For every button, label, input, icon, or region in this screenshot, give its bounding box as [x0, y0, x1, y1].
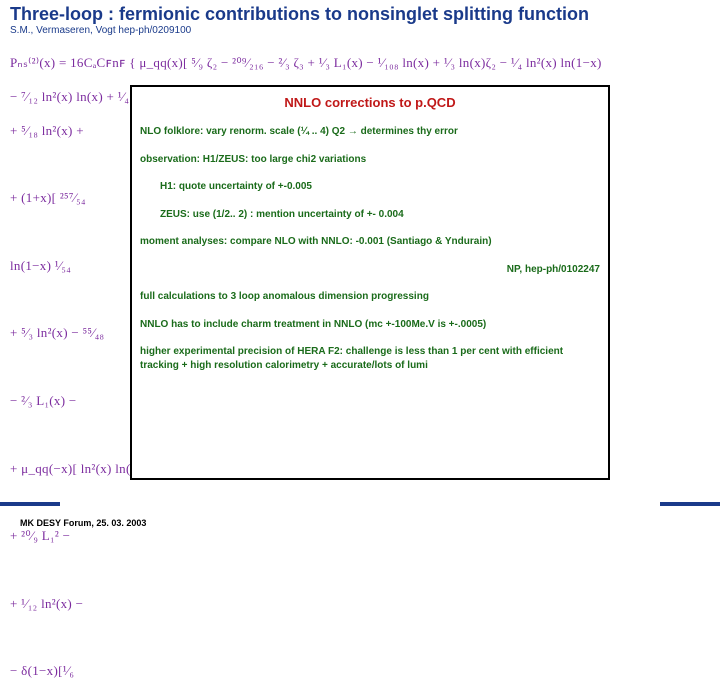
box-line: NP, hep-ph/0102247: [138, 256, 602, 284]
box-line: ZEUS: use (1/2.. 2) : mention uncertaint…: [138, 201, 602, 229]
box-line: full calculations to 3 loop anomalous di…: [138, 283, 602, 311]
box-line: observation: H1/ZEUS: too large chi2 var…: [138, 146, 602, 174]
formula-line: [10, 485, 710, 519]
formula-line: + ¹⁄₁₂ ln²(x) −: [10, 587, 710, 621]
box-line: NNLO has to include charm treatment in N…: [138, 311, 602, 339]
box-line: higher experimental precision of HERA F2…: [138, 338, 602, 379]
box-title: NNLO corrections to p.QCD: [138, 91, 602, 118]
footer-bar-right: [660, 502, 720, 506]
formula-line: [10, 621, 710, 655]
box-line: moment analyses: compare NLO with NNLO: …: [138, 228, 602, 256]
box-line: NLO folklore: vary renorm. scale (¼ .. 4…: [138, 118, 602, 146]
footer-bar-left: [0, 502, 60, 506]
box-line: H1: quote uncertainty of +-0.005: [138, 173, 602, 201]
formula-line: − δ(1−x)[¹⁄₆: [10, 654, 710, 688]
footer-text: MK DESY Forum, 25. 03. 2003: [20, 518, 146, 528]
slide-subtitle: S.M., Vermaseren, Vogt hep-ph/0209100: [0, 25, 720, 40]
slide-title: Three-loop : fermionic contributions to …: [0, 0, 720, 25]
content-box: NNLO corrections to p.QCD NLO folklore: …: [130, 85, 610, 480]
formula-line: [10, 553, 710, 587]
formula-line: Pₙₛ⁽²⁾(x) = 16CₐCꜰnꜰ { μ_qq(x)[ ⁵⁄₉ ζ₂ −…: [10, 46, 710, 80]
